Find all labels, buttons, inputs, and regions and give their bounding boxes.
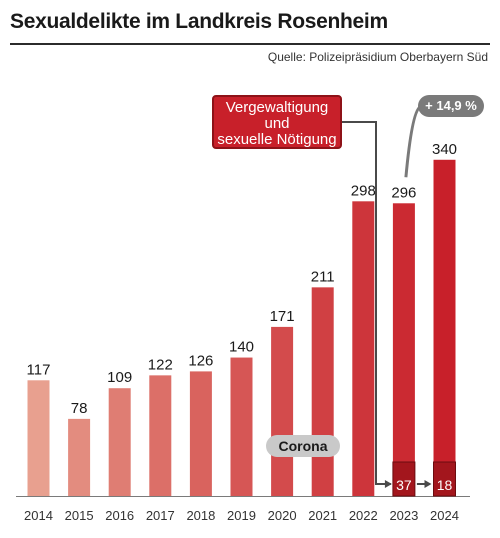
- x-tick-2024: 2024: [430, 508, 459, 523]
- inset-bar-2024: [433, 461, 456, 497]
- source-note: Quelle: Polizeipräsidium Oberbayern Süd: [267, 50, 488, 64]
- value-label-2024: 340: [432, 141, 457, 158]
- value-label-2014: 117: [27, 361, 51, 378]
- corona-badge: Corona: [266, 435, 340, 457]
- inset-value-2024: 18: [437, 477, 453, 493]
- bar-2024: [433, 159, 456, 496]
- callout-line-1: Vergewaltigung: [225, 99, 329, 116]
- bar-2016: [108, 388, 131, 496]
- x-tick-2014: 2014: [24, 508, 53, 523]
- x-tick-2022: 2022: [349, 508, 378, 523]
- bar-2021: [311, 287, 334, 496]
- connector-arrowhead: [384, 480, 392, 488]
- x-tick-2018: 2018: [186, 508, 215, 523]
- callout-connector: [342, 121, 391, 485]
- title-divider: [10, 43, 490, 45]
- value-label-2017: 122: [148, 356, 173, 373]
- x-tick-2020: 2020: [268, 508, 297, 523]
- x-tick-2021: 2021: [308, 508, 337, 523]
- bar-2022: [352, 201, 375, 497]
- page-title: Sexualdelikte im Landkreis Rosenheim: [10, 10, 388, 33]
- inset-arrowhead: [424, 480, 432, 488]
- x-tick-2019: 2019: [227, 508, 256, 523]
- inset-value-2023: 37: [396, 477, 412, 493]
- value-label-2022: 298: [351, 182, 376, 199]
- bar-2019: [230, 357, 253, 496]
- callout-box: Vergewaltigung und sexuelle Nötigung: [212, 95, 342, 149]
- bar-2015: [68, 418, 91, 496]
- value-label-2015: 78: [71, 400, 88, 417]
- callout-line-3: sexuelle Nötigung: [217, 131, 337, 148]
- x-tick-2016: 2016: [105, 508, 134, 523]
- bar-2017: [149, 375, 172, 496]
- growth-arrow: [404, 105, 422, 178]
- value-label-2021: 211: [311, 268, 335, 285]
- value-label-2018: 126: [188, 352, 213, 369]
- bar-2020: [271, 326, 294, 496]
- percent-change-badge: + 14,9 %: [418, 95, 484, 117]
- bar-2014: [27, 380, 50, 496]
- value-label-2020: 171: [270, 308, 295, 325]
- bar-2018: [189, 371, 212, 496]
- x-tick-2015: 2015: [65, 508, 94, 523]
- bar-2023: [392, 203, 415, 497]
- inset-bar-2023: [392, 461, 416, 497]
- x-tick-2017: 2017: [146, 508, 175, 523]
- value-label-2019: 140: [229, 339, 254, 356]
- value-label-2023: 296: [391, 184, 416, 201]
- value-label-2016: 109: [107, 369, 132, 386]
- callout-line-2: und: [264, 115, 290, 132]
- x-tick-2023: 2023: [389, 508, 418, 523]
